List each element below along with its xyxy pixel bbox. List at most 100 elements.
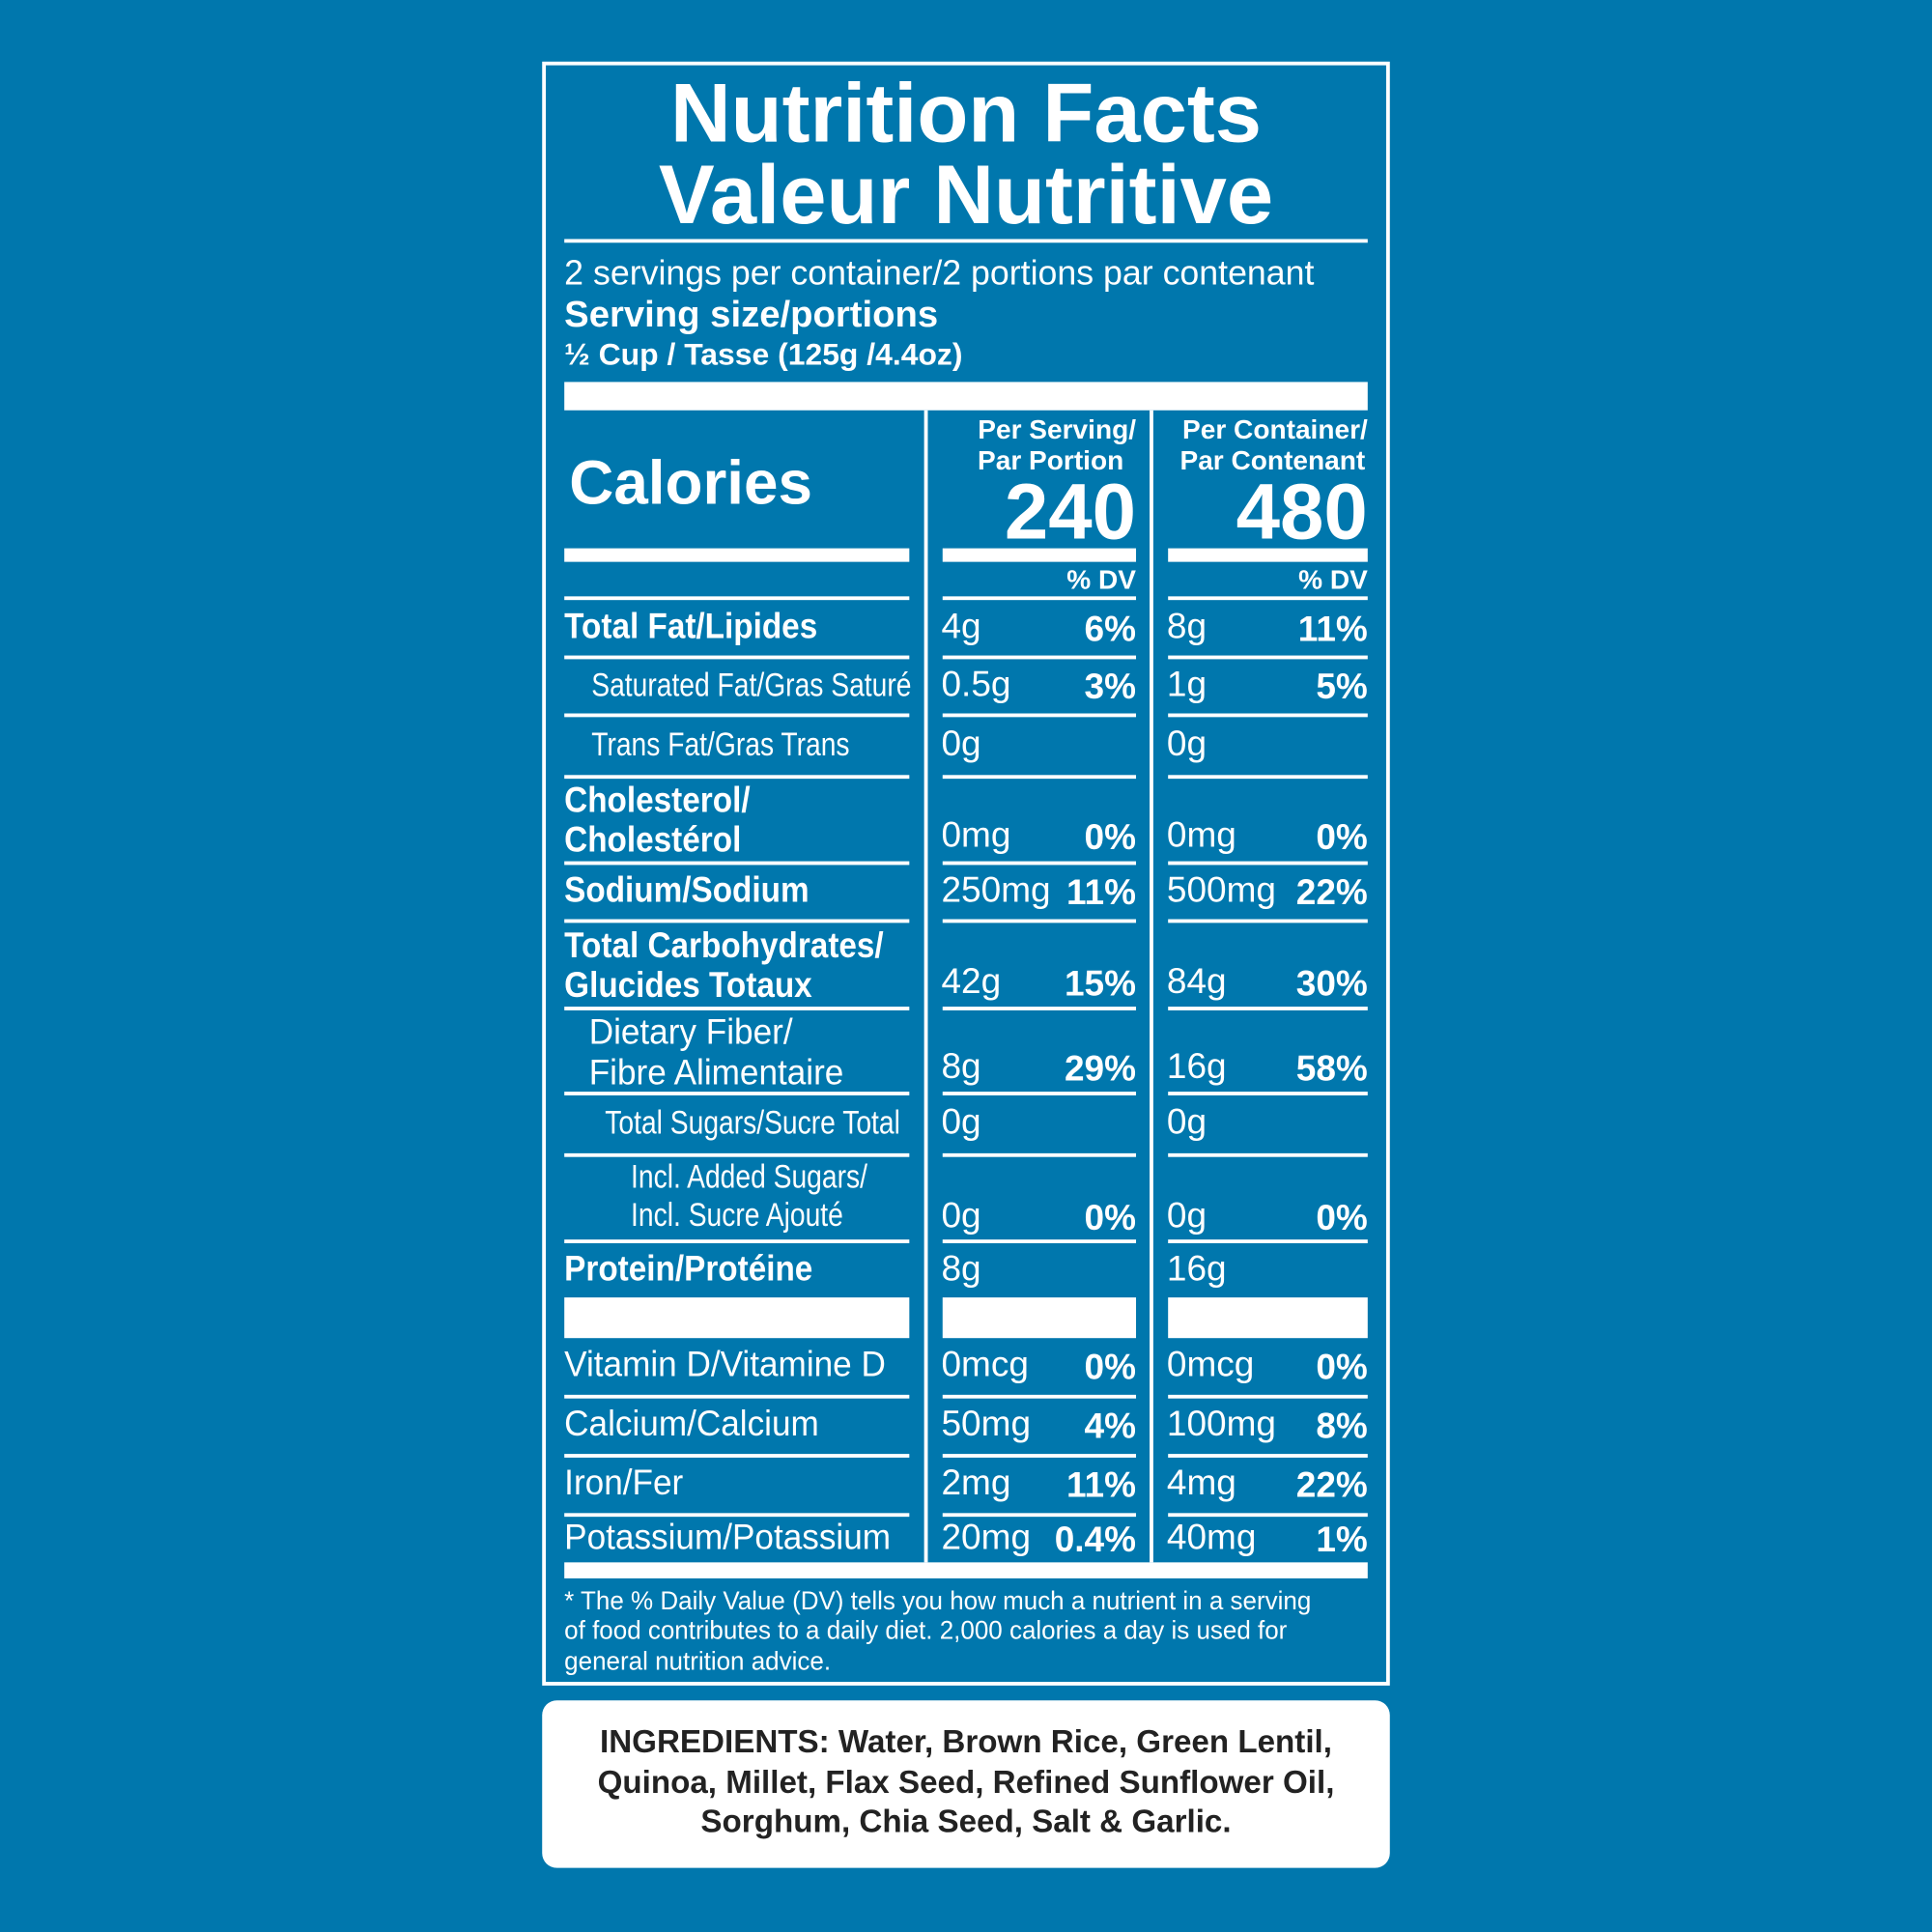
amount: 50mg [941, 1404, 1032, 1444]
daily-value: 0% [1084, 1198, 1137, 1238]
nutrient-label: Trans Fat/Gras Trans [591, 724, 850, 762]
rule [564, 713, 910, 718]
rule [1168, 1394, 1368, 1399]
ingredients: Sorghum, Chia Seed, Salt & Garlic. [700, 1803, 1232, 1840]
rule [564, 1152, 910, 1157]
nutrient-label: Calcium/Calcium [564, 1404, 819, 1444]
rule [942, 1152, 1137, 1157]
rule [564, 919, 910, 923]
rule [1168, 655, 1368, 660]
daily-value: 11% [1066, 1465, 1137, 1506]
nutrient-label: Vitamin D/Vitamine D [564, 1345, 886, 1385]
amount: 20mg [941, 1517, 1032, 1557]
white-block [1168, 1297, 1368, 1339]
rule [564, 1092, 910, 1095]
thick-bar [942, 548, 1137, 562]
amount: 42g [941, 961, 1002, 1002]
daily-value: 11% [1066, 872, 1137, 913]
rule [942, 1239, 1137, 1243]
rule [942, 1092, 1137, 1095]
rule [564, 655, 910, 660]
rule [942, 1513, 1137, 1518]
rule [564, 1007, 910, 1010]
daily-value: 8% [1316, 1406, 1368, 1446]
amount: 8g [941, 1248, 981, 1289]
amount: 8g [941, 1046, 981, 1087]
rule [1168, 1092, 1368, 1095]
column-header: Par Contenant [1179, 444, 1366, 476]
nutrient-label: Total Fat/Lipides [564, 607, 818, 647]
amount: 0mcg [1166, 1345, 1255, 1385]
amount: 500mg [1166, 870, 1277, 910]
ingredients: INGREDIENTS: Water, Brown Rice, Green Le… [600, 1722, 1332, 1760]
daily-value: 0% [1084, 817, 1137, 858]
dv-header: % DV [1298, 564, 1368, 596]
rule [1168, 1007, 1368, 1010]
amount: 0.5g [941, 665, 1011, 704]
amount: 0g [1166, 1101, 1208, 1142]
amount: 0mg [941, 814, 1011, 855]
daily-value: 5% [1316, 667, 1368, 707]
rule [564, 775, 910, 780]
amount: 16g [1166, 1248, 1227, 1289]
rule [942, 861, 1137, 866]
amount: 100mg [1166, 1404, 1277, 1444]
rule [564, 596, 910, 601]
amount: 8g [1166, 607, 1208, 647]
thick-bar [564, 382, 1368, 411]
amount: 0g [1166, 1195, 1208, 1236]
servings: 2 servings per container/2 portions par … [564, 253, 1315, 293]
daily-value: 3% [1084, 667, 1137, 707]
rule [942, 1007, 1137, 1010]
serving-size-label: Serving size/portions [564, 294, 939, 335]
thick-bar [564, 1562, 1368, 1578]
rule [942, 713, 1137, 718]
nutrient-label: Total Sugars/Sucre Total [605, 1103, 900, 1141]
rule [1168, 596, 1368, 601]
rule [1168, 1239, 1368, 1243]
rule [1168, 919, 1368, 923]
amount: 4g [941, 607, 981, 647]
daily-value: 22% [1295, 1465, 1368, 1506]
nutrient-label: Fibre Alimentaire [588, 1052, 844, 1093]
daily-value: 11% [1297, 609, 1368, 649]
amount: 4mg [1166, 1463, 1236, 1503]
dv-header: % DV [1066, 564, 1137, 596]
daily-value: 0% [1316, 1347, 1368, 1387]
daily-value: 0% [1084, 1347, 1137, 1387]
white-block [942, 1297, 1137, 1339]
amount: 0mg [1166, 814, 1236, 855]
label-frame [542, 61, 1390, 1686]
ingredients: Quinoa, Millet, Flax Seed, Refined Sunfl… [597, 1763, 1335, 1801]
rule [942, 1394, 1137, 1399]
amount: 0g [1166, 724, 1208, 764]
calories-value: 240 [1004, 467, 1137, 556]
calories-value: 480 [1236, 467, 1368, 556]
rule [942, 919, 1137, 923]
column-header: Per Serving/ [978, 413, 1137, 445]
nutrient-label: Glucides Totaux [564, 965, 812, 1006]
nutrient-label: Saturated Fat/Gras Saturé [591, 666, 912, 703]
daily-value: 4% [1084, 1406, 1137, 1446]
amount: 1g [1166, 665, 1208, 704]
rule [564, 1513, 910, 1518]
daily-value: 0% [1316, 1198, 1368, 1238]
daily-value: 6% [1084, 609, 1137, 649]
amount: 40mg [1166, 1517, 1257, 1557]
title: Valeur Nutritive [658, 148, 1274, 242]
ingredients-box [542, 1700, 1390, 1868]
column-header: Par Portion [978, 444, 1124, 476]
amount: 84g [1166, 961, 1227, 1002]
amount: 0g [941, 724, 981, 764]
rule [564, 1239, 910, 1243]
white-block [564, 1297, 910, 1339]
rule [942, 655, 1137, 660]
amount: 0mcg [941, 1345, 1029, 1385]
daily-value: 0% [1316, 817, 1368, 858]
nutrient-label: Incl. Added Sugars/ [631, 1157, 867, 1195]
amount: 0g [941, 1195, 981, 1236]
rule [1168, 1454, 1368, 1458]
thick-bar [1168, 548, 1368, 562]
serving-size: ½ Cup / Tasse (125g /4.4oz) [564, 336, 963, 372]
